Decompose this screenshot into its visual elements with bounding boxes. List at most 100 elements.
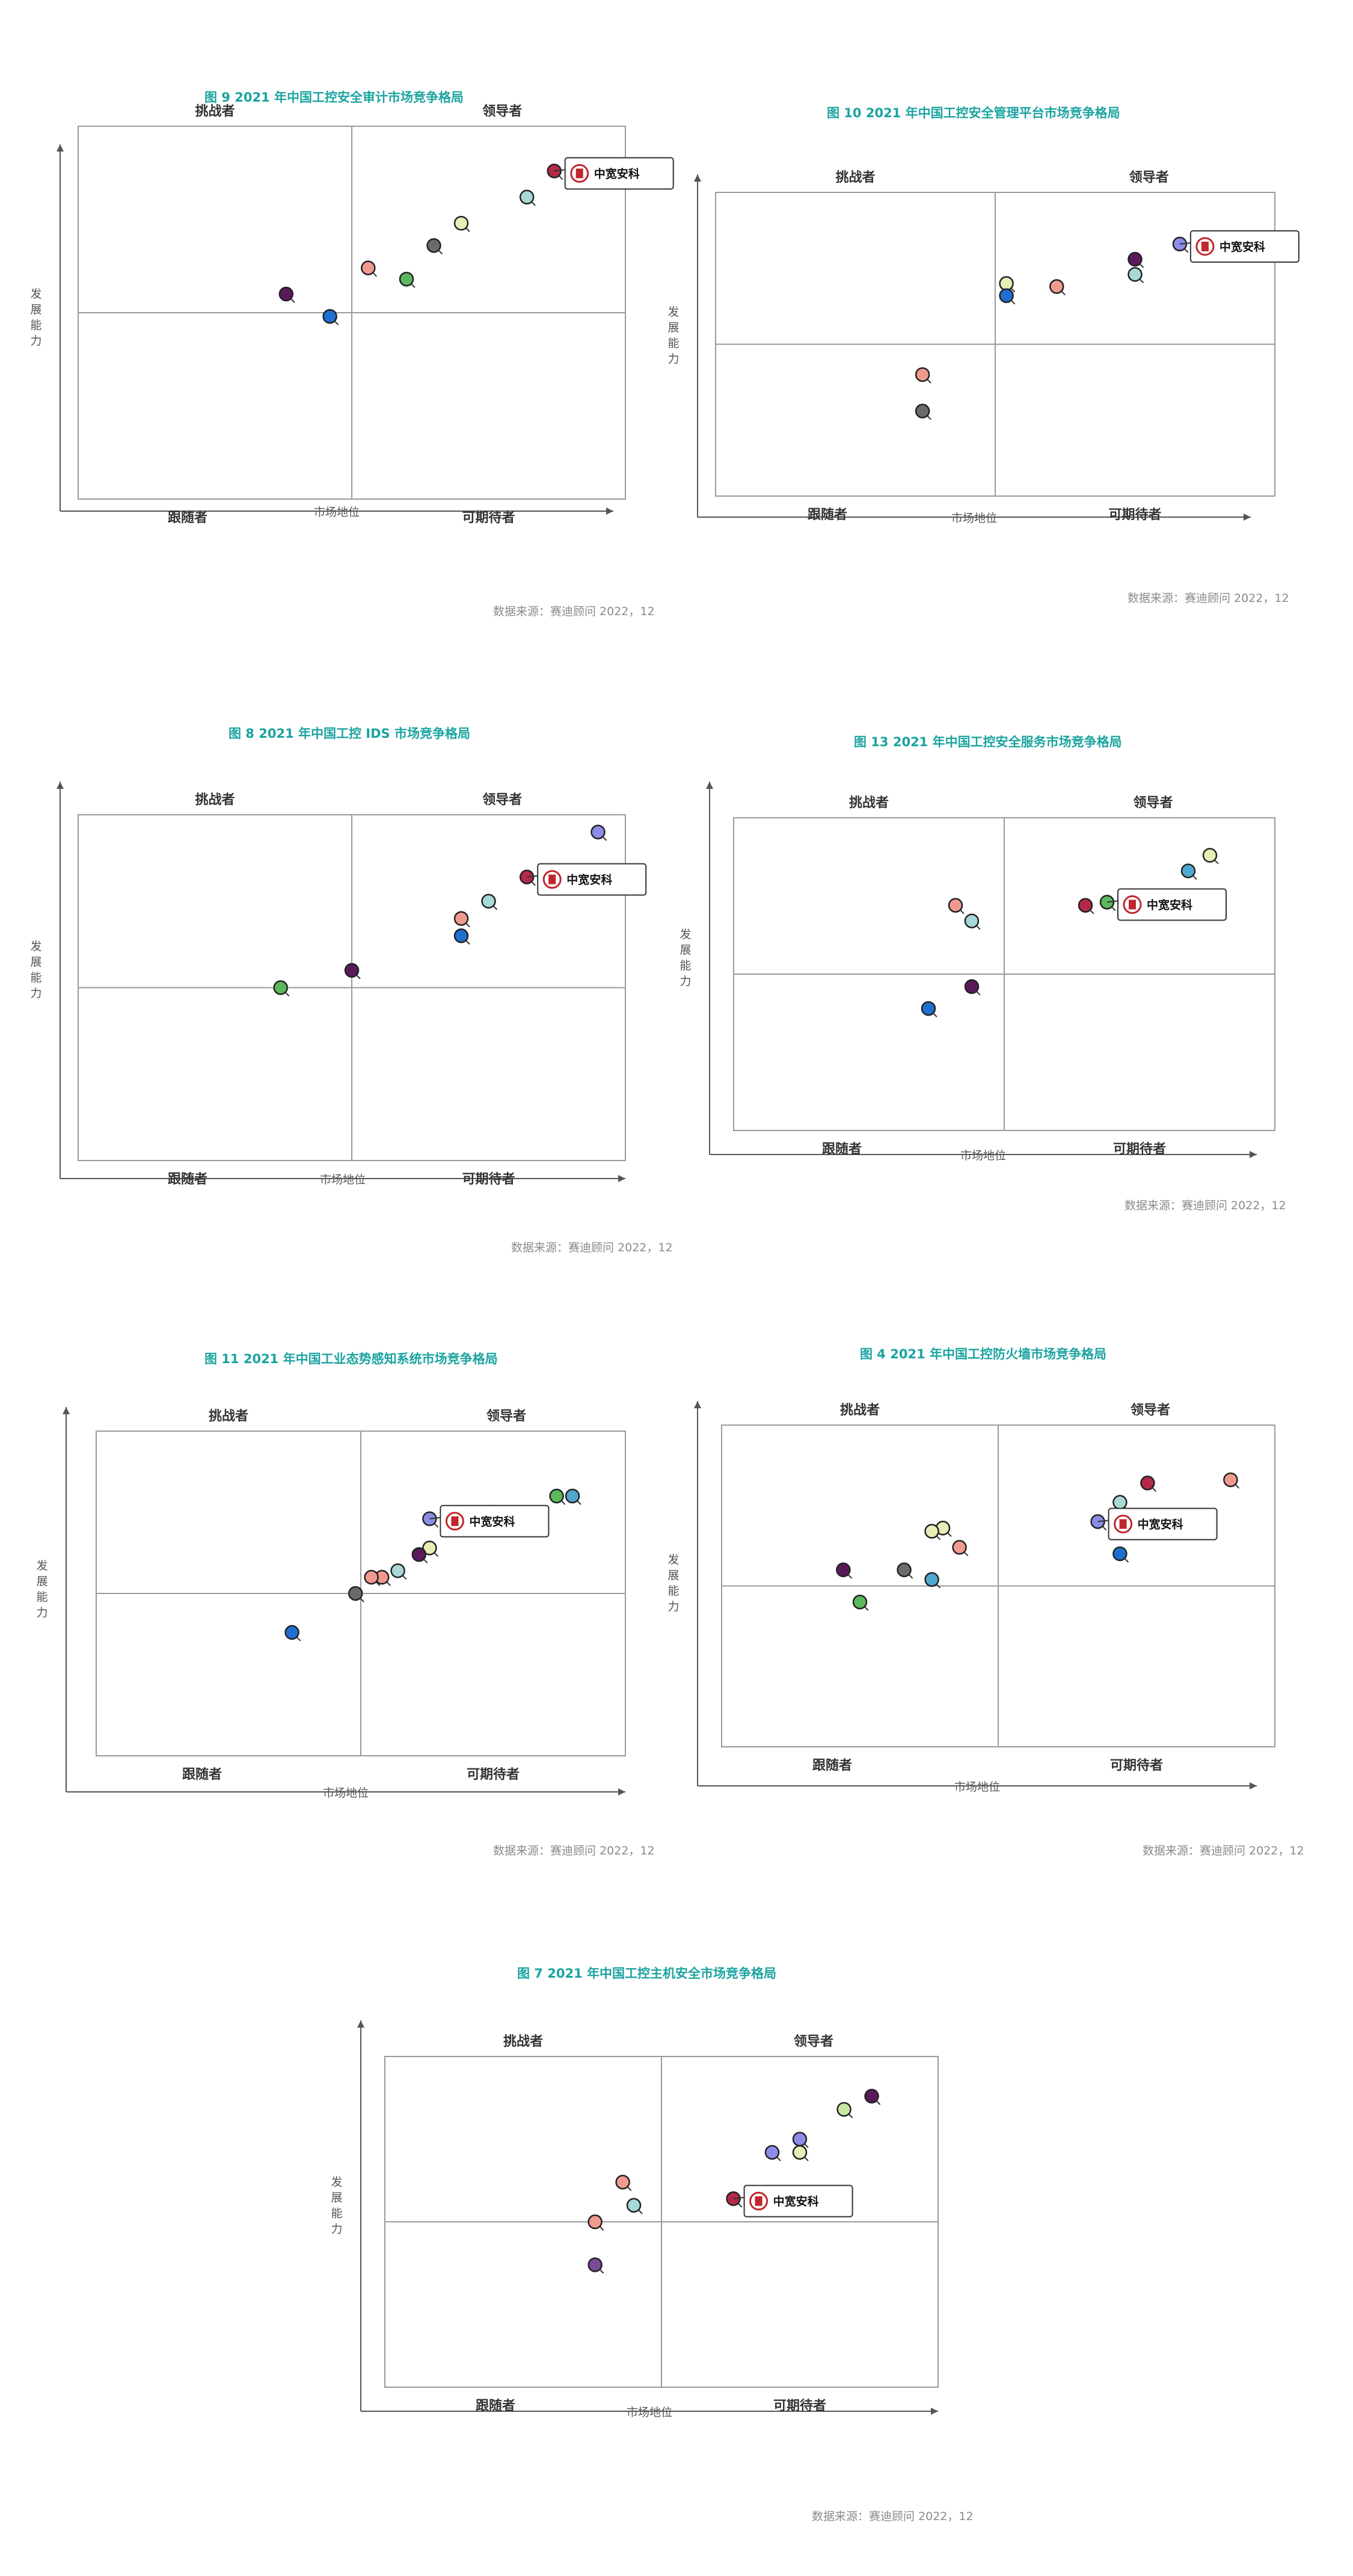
data-point [999, 288, 1014, 303]
data-point [1078, 898, 1093, 913]
y-axis-title: 发展能力 [36, 1559, 48, 1619]
logo-callout: 中宽安科 [429, 1504, 550, 1538]
data-source: 数据来源：赛迪顾问 2022，12 [812, 2510, 974, 2523]
x-axis-title: 市场地位 [323, 1786, 369, 1800]
logo-icon-mark [1119, 1519, 1127, 1529]
x-axis-arrow [1250, 1151, 1257, 1158]
data-point [964, 979, 980, 995]
y-axis-arrow [694, 174, 701, 182]
data-point [1223, 1472, 1238, 1488]
data-point [364, 1569, 379, 1585]
data-point [897, 1562, 912, 1577]
quadrant-label-follower: 跟随者 [476, 2398, 515, 2414]
data-point [615, 2174, 630, 2190]
quadrant-label-promising: 可期待者 [462, 510, 515, 526]
data-source: 数据来源：赛迪顾问 2022，12 [511, 1241, 673, 1254]
logo-text: 中宽安科 [566, 873, 612, 887]
data-point [1128, 267, 1143, 282]
data-source: 数据来源：赛迪顾问 2022，12 [493, 605, 655, 618]
y-axis-arrow [706, 782, 713, 789]
quadrant-label-promising: 可期待者 [1113, 1141, 1166, 1157]
data-point [453, 928, 469, 943]
y-axis-arrow [57, 144, 64, 152]
data-point [915, 367, 930, 382]
quadrant-label-promising: 可期待者 [462, 1171, 515, 1187]
data-point [361, 260, 376, 275]
data-point [348, 1586, 363, 1601]
data-source: 数据来源：赛迪顾问 2022，12 [493, 1844, 655, 1857]
data-point [322, 308, 337, 324]
data-point [453, 911, 469, 926]
x-axis-title: 市场地位 [954, 1780, 1000, 1794]
chart-title: 图 10 2021 年中国工控安全管理平台市场竞争格局 [827, 106, 1120, 120]
data-point [591, 824, 606, 839]
x-axis-title: 市场地位 [951, 512, 997, 525]
data-point [1140, 1476, 1155, 1491]
logo-callout: 中宽安科 [1106, 888, 1227, 921]
data-point [588, 2257, 603, 2272]
quadrant-label-promising: 可期待者 [1110, 1758, 1163, 1773]
x-axis-arrow [931, 2408, 938, 2415]
chart-fig7: 图 7 2021 年中国工控主机安全市场竞争格局 挑战者 领导者 跟随者 可期待者 市场… [331, 1960, 998, 2453]
chart-fig10: 图 10 2021 年中国工控安全管理平台市场竞争格局 挑战者 领导者 跟随者 可期待… [667, 102, 1329, 619]
logo-icon-mark [1129, 900, 1136, 910]
chart-title: 图 9 2021 年中国工控安全审计市场竞争格局 [204, 90, 464, 105]
data-source: 数据来源：赛迪顾问 2022，12 [1143, 1844, 1304, 1857]
y-axis-title: 发展能力 [667, 1553, 679, 1613]
data-point [792, 2145, 808, 2160]
data-point [836, 1562, 851, 1577]
logo-callout: 中宽安科 [1097, 1507, 1218, 1541]
data-point [1180, 863, 1196, 879]
y-axis-arrow [694, 1401, 701, 1408]
data-point [792, 2132, 808, 2147]
quadrant-label-challenger: 挑战者 [835, 170, 875, 185]
quadrant-label-promising: 可期待者 [467, 1767, 520, 1782]
y-axis-title: 发展能力 [667, 305, 679, 366]
data-point [964, 913, 980, 928]
x-axis-arrow [618, 1175, 625, 1182]
logo-leader-line [527, 875, 538, 878]
logo-callout: 中宽安科 [554, 157, 674, 190]
data-point [1202, 848, 1218, 863]
logo-callout: 中宽安科 [733, 2185, 853, 2218]
logo-text: 中宽安科 [1147, 898, 1192, 912]
logo-callout: 中宽安科 [1179, 230, 1299, 263]
logo-text: 中宽安科 [1220, 240, 1265, 254]
data-point [924, 1524, 939, 1539]
logo-icon-mark [1201, 241, 1209, 251]
logo-box [564, 157, 674, 190]
x-axis-arrow [1244, 514, 1251, 521]
data-point [915, 403, 930, 419]
data-point [626, 2198, 642, 2213]
data-point [852, 1595, 868, 1610]
data-point [273, 980, 288, 995]
logo-leader-line [429, 1516, 441, 1520]
y-axis-title: 发展能力 [30, 940, 41, 1000]
logo-leader-line [1179, 242, 1191, 245]
y-axis-title: 发展能力 [331, 2176, 342, 2236]
data-point [1112, 1546, 1128, 1562]
data-point [565, 1488, 580, 1504]
quadrant-label-leader: 领导者 [794, 2034, 833, 2049]
data-point [588, 2214, 603, 2230]
logo-leader-line [733, 2197, 744, 2200]
x-axis-title: 市场地位 [314, 506, 360, 519]
x-axis-arrow [618, 1788, 625, 1796]
logo-box [1117, 888, 1227, 921]
chart-title: 图 8 2021 年中国工控 IDS 市场竞争格局 [229, 726, 470, 741]
data-point [278, 286, 294, 302]
quadrant-label-follower: 跟随者 [808, 507, 847, 523]
data-point [411, 1547, 427, 1562]
chart-fig11: 图 11 2021 年中国工业态势感知系统市场竞争格局 挑战者 领导者 跟随者 可期待… [24, 1347, 649, 1828]
data-point [1112, 1495, 1128, 1510]
quadrant-label-leader: 领导者 [1131, 1402, 1170, 1418]
logo-text: 中宽安科 [1138, 1518, 1183, 1532]
y-axis-arrow [357, 2020, 364, 2028]
data-point [422, 1541, 437, 1556]
data-point [519, 189, 535, 205]
